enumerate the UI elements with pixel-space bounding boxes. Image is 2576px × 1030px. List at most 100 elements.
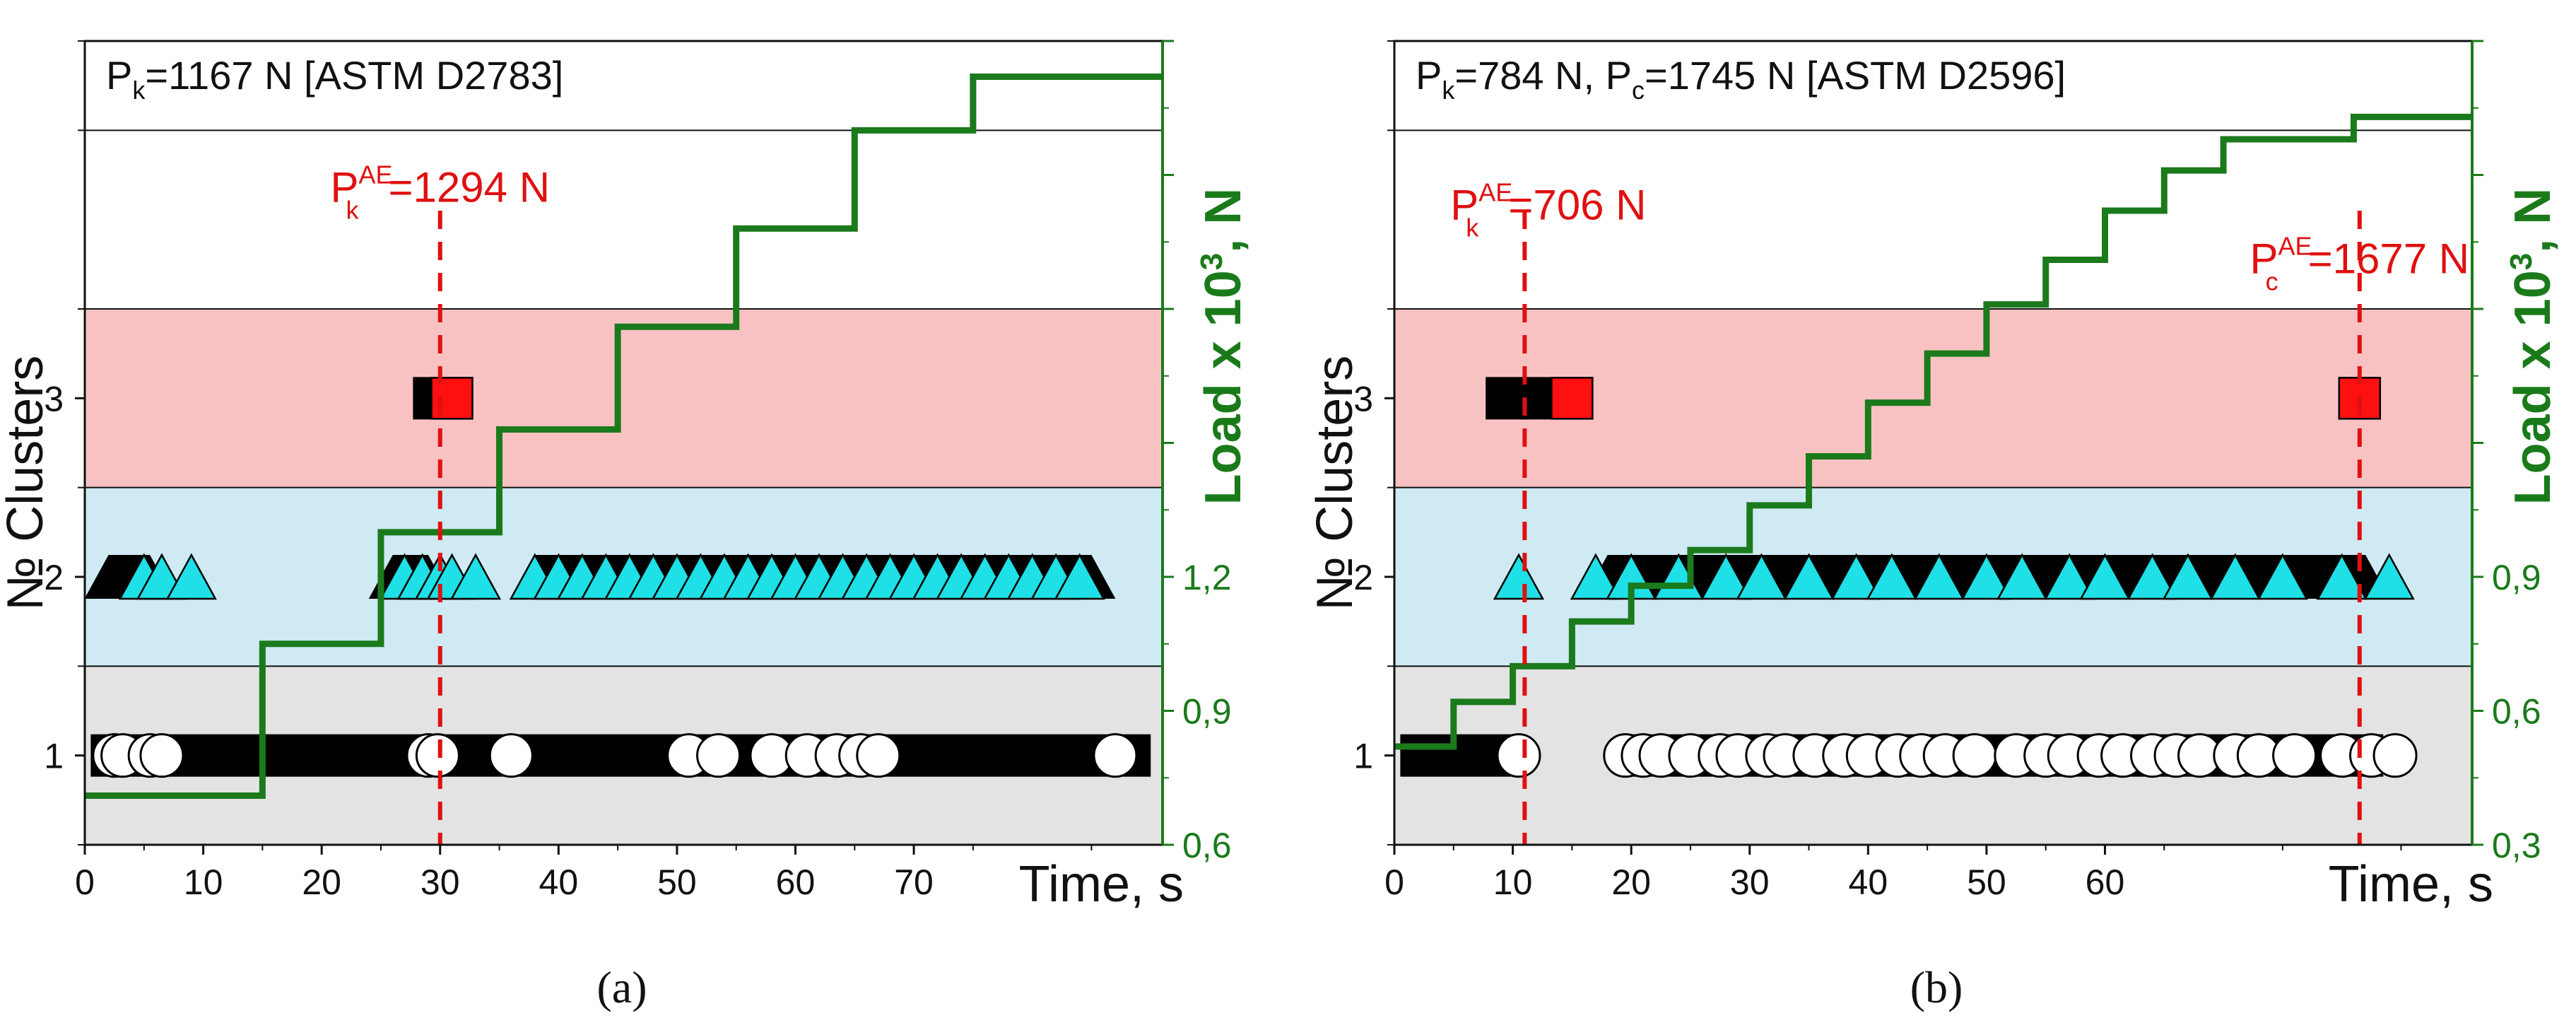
marker-label-0: PAE k =1294 N	[330, 160, 550, 224]
band-4	[85, 41, 1163, 131]
panel-caption: (a)	[596, 962, 647, 1012]
y2-axis-label-unit: , N	[1195, 188, 1252, 253]
marker-label-main: P	[330, 163, 358, 211]
y2-axis-label-exp: 3	[2504, 253, 2539, 270]
cluster2-cyan-point-6	[1783, 553, 1835, 600]
x-tick-label-4: 40	[539, 862, 579, 902]
standard-load-sub: k	[1442, 76, 1455, 105]
cluster2-cyan-point-0	[1493, 553, 1545, 600]
band-2	[85, 309, 1163, 488]
x-tick-label-2: 20	[1611, 862, 1651, 902]
y-tick-label-2: 3	[1353, 379, 1373, 419]
standard-load-text: Pk=1167 N [ASTM D2783]	[106, 53, 563, 105]
marker-label-value: =1294 N	[389, 163, 551, 211]
panel-caption: (b)	[1910, 962, 1963, 1012]
cluster3-red-point-0	[430, 377, 474, 420]
x-tick-label-4: 40	[1849, 862, 1888, 902]
x-tick-label-1: 10	[184, 862, 223, 902]
cluster3-black-point-0	[1486, 377, 1529, 420]
cluster2-cyan-point-7	[1830, 553, 1882, 600]
y2-axis-label-main: Load x 10	[1195, 270, 1252, 505]
x-tick-label-6: 60	[776, 862, 816, 902]
x-tick-label-0: 0	[75, 862, 95, 902]
cluster1-white-point-26	[2272, 733, 2317, 778]
cluster1-white-point-8	[696, 733, 741, 778]
x-tick-label-0: 0	[1384, 862, 1404, 902]
standard-load-sub: k	[132, 76, 146, 105]
cluster1-white-point-5	[415, 733, 460, 778]
cluster2-cyan-point-31	[1054, 553, 1105, 600]
y-axis-label: № Clusters	[0, 356, 54, 611]
standard-load-value-2: =1745 N [ASTM D2596]	[1645, 53, 2066, 98]
cluster3-red-point-0	[1551, 377, 1594, 420]
x-tick-label-3: 30	[1730, 862, 1770, 902]
cluster2-cyan-point-7	[449, 553, 502, 600]
cluster2-cyan-point-2	[165, 553, 217, 600]
marker-label-sub: k	[346, 195, 360, 224]
marker-label-main: P	[1450, 182, 1478, 229]
x-tick-label-2: 20	[302, 862, 341, 902]
x-axis-label: Time, s	[1019, 856, 1184, 913]
x-tick-label-7: 70	[894, 862, 934, 902]
y2-axis-label: Load x 103, N	[1194, 188, 1252, 505]
x-tick-label-5: 50	[657, 862, 697, 902]
y-tick-label-0: 1	[44, 737, 64, 776]
x-tick-label-1: 10	[1493, 862, 1533, 902]
cluster2-cyan-point-1	[1570, 553, 1622, 600]
cluster1-white-point-13	[856, 733, 901, 778]
cluster1-white-point-29	[2372, 733, 2418, 778]
standard-load-text: Pk=784 N, Pc=1745 N [ASTM D2596]	[1416, 53, 2066, 105]
cluster2-cyan-point-17	[2257, 553, 2308, 600]
cluster2-cyan-point-14	[2127, 553, 2178, 600]
y2-axis-label: Load x 103, N	[2504, 188, 2561, 505]
cluster1-white-point-6	[488, 733, 534, 778]
band-4	[1394, 41, 2472, 131]
cluster2-cyan-point-15	[2162, 553, 2213, 600]
marker-label-sup: AE	[2278, 231, 2312, 260]
standard-load-value: =784 N,	[1454, 53, 1605, 98]
y-tick-label-1: 2	[44, 558, 64, 597]
standard-load-main-2: P	[1606, 53, 1632, 98]
marker-label-value: =1677 N	[2308, 235, 2470, 282]
y2-tick-label-1: 0,9	[1182, 692, 1232, 732]
marker-label-sup: AE	[358, 160, 392, 189]
x-axis-label: Time, s	[2329, 856, 2493, 913]
cluster2-cyan-point-5	[1736, 553, 1787, 600]
cluster1-white-point-3	[139, 733, 184, 778]
load-step-line	[85, 74, 1163, 800]
cluster1-black-run-0	[90, 734, 1151, 777]
y2-axis-label-unit: , N	[2505, 188, 2561, 253]
cluster1-white-point-14	[1093, 733, 1138, 778]
standard-load-main: P	[106, 53, 132, 98]
y2-axis-label-main: Load x 10	[2505, 270, 2561, 505]
y-tick-label-2: 3	[44, 379, 64, 419]
cluster2-cyan-point-11	[1996, 553, 2048, 600]
band-3	[85, 130, 1163, 309]
marker-label-0: PAE k =706 N	[1450, 178, 1646, 242]
cluster1-white-point-15	[1952, 733, 1997, 778]
y2-axis-label-exp: 3	[1194, 253, 1229, 270]
y2-tick-label-0: 0,3	[2492, 826, 2541, 865]
marker-label-sup: AE	[1478, 178, 1512, 207]
cluster2-cyan-point-18	[2316, 553, 2368, 600]
marker-label-main: P	[2250, 235, 2278, 282]
x-tick-label-3: 30	[420, 862, 460, 902]
cluster2-cyan-point-10	[1960, 553, 2013, 600]
load-step-line	[1394, 113, 2472, 750]
standard-load-value: =1167 N [ASTM D2783]	[145, 53, 563, 98]
cluster2-cyan-point-16	[2209, 553, 2261, 600]
y2-tick-label-1: 0,6	[2492, 692, 2541, 732]
standard-load-sub-2: c	[1632, 76, 1645, 105]
standard-load-main: P	[1416, 53, 1442, 98]
y2-tick-label-2: 1,2	[1182, 558, 1232, 597]
y2-tick-label-0: 0,6	[1182, 826, 1232, 865]
y-axis-label: № Clusters	[1307, 356, 1363, 611]
cluster2-cyan-point-12	[2044, 553, 2095, 600]
x-tick-label-6: 60	[2086, 862, 2125, 902]
band-3	[1394, 130, 2472, 309]
x-tick-label-5: 50	[1967, 862, 2006, 902]
marker-label-value: =706 N	[1508, 182, 1646, 229]
